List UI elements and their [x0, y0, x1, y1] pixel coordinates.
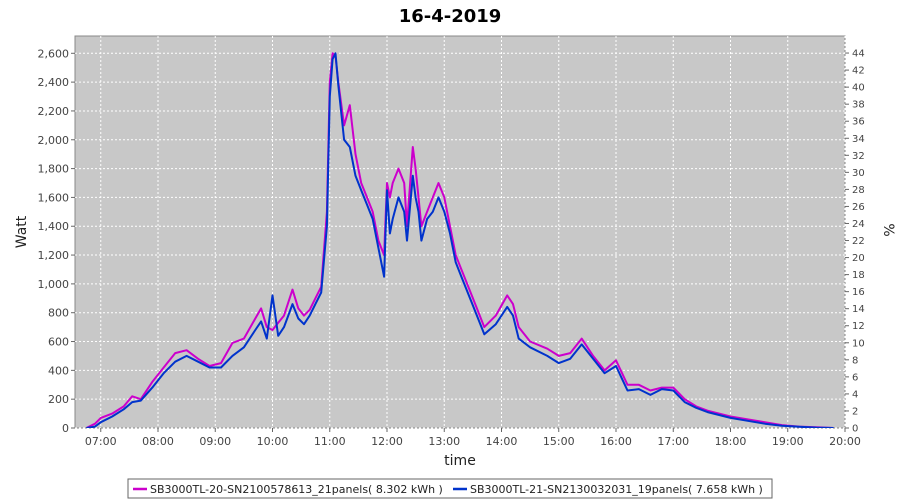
y2-tick-label: 42 — [852, 66, 865, 77]
y-tick-label: 1,600 — [38, 191, 70, 204]
y-tick-label: 1,800 — [38, 163, 70, 176]
series-line-1 — [85, 52, 834, 428]
y-tick-label: 2,000 — [38, 134, 70, 147]
series-line-2 — [86, 52, 834, 428]
y2-tick-label: 30 — [852, 168, 865, 179]
x-tick-label: 11:00 — [314, 435, 346, 448]
y2-axis: 0246810121416182022242628303234363840424… — [845, 49, 865, 435]
y2-tick-label: 16 — [852, 287, 865, 298]
y-tick-label: 200 — [48, 393, 69, 406]
y2-tick-label: 18 — [852, 270, 865, 281]
y-axis: 0 200 400 600 800 1,000 1,200 1,400 1,600 1,800 2,… — [38, 47, 75, 435]
y-tick-label: 2,400 — [38, 76, 70, 89]
y2-tick-label: 44 — [852, 49, 865, 60]
y-tick-label: 600 — [48, 336, 69, 349]
x-axis: 07:00 08:00 09:00 10:00 11:00 12:00 13:00 14:00… — [85, 428, 861, 448]
legend: SB3000TL-20-SN2100578613_21panels( 8.302… — [127, 478, 773, 499]
y-axis-label: Watt — [14, 215, 30, 248]
x-axis-label: time — [444, 453, 476, 469]
y2-tick-label: 22 — [852, 236, 865, 247]
y2-tick-label: 24 — [852, 219, 865, 230]
y-tick-label: 2,600 — [38, 47, 70, 60]
y2-tick-label: 10 — [852, 338, 865, 349]
x-tick-label: 20:00 — [829, 435, 861, 448]
x-tick-label: 08:00 — [142, 435, 174, 448]
y2-tick-label: 28 — [852, 185, 865, 196]
y-tick-label: 800 — [48, 307, 69, 320]
x-tick-label: 14:00 — [486, 435, 518, 448]
x-tick-label: 13:00 — [428, 435, 460, 448]
y2-tick-label: 38 — [852, 100, 865, 111]
y2-tick-label: 40 — [852, 83, 865, 94]
y2-tick-label: 32 — [852, 151, 865, 162]
y2-tick-label: 36 — [852, 117, 865, 128]
grid-lines — [75, 36, 846, 429]
x-tick-label: 10:00 — [257, 435, 289, 448]
legend-label-series-2: SB3000TL-21-SN2130032031_19panels( 7.658… — [470, 483, 763, 496]
y2-axis-label: % — [880, 223, 896, 236]
series-lines — [85, 52, 834, 428]
x-tick-label: 07:00 — [85, 435, 117, 448]
x-tick-label: 19:00 — [772, 435, 804, 448]
x-tick-label: 16:00 — [600, 435, 632, 448]
legend-box — [127, 478, 773, 499]
x-tick-label: 09:00 — [199, 435, 231, 448]
x-tick-label: 12:00 — [371, 435, 403, 448]
x-tick-label: 17:00 — [657, 435, 689, 448]
y2-tick-label: 20 — [852, 253, 865, 264]
y2-tick-label: 8 — [852, 355, 858, 366]
y-tick-label: 0 — [62, 422, 69, 435]
y2-tick-label: 2 — [852, 406, 858, 417]
y2-tick-label: 34 — [852, 134, 865, 145]
y2-tick-label: 14 — [852, 304, 865, 315]
y2-tick-label: 12 — [852, 321, 865, 332]
legend-label-series-1: SB3000TL-20-SN2100578613_21panels( 8.302… — [150, 483, 443, 496]
y2-tick-label: 0 — [852, 424, 858, 435]
y-tick-label: 1,000 — [38, 278, 70, 291]
y2-tick-label: 4 — [852, 389, 858, 400]
y2-tick-label: 6 — [852, 372, 858, 383]
chart-title: 16-4-2019 — [399, 6, 502, 27]
y-tick-label: 400 — [48, 364, 69, 377]
y-tick-label: 2,200 — [38, 105, 70, 118]
x-tick-label: 18:00 — [715, 435, 747, 448]
y-tick-label: 1,400 — [38, 220, 70, 233]
y2-tick-label: 26 — [852, 202, 865, 213]
x-tick-label: 15:00 — [543, 435, 575, 448]
y-tick-label: 1,200 — [38, 249, 70, 262]
plot-area — [74, 35, 846, 429]
